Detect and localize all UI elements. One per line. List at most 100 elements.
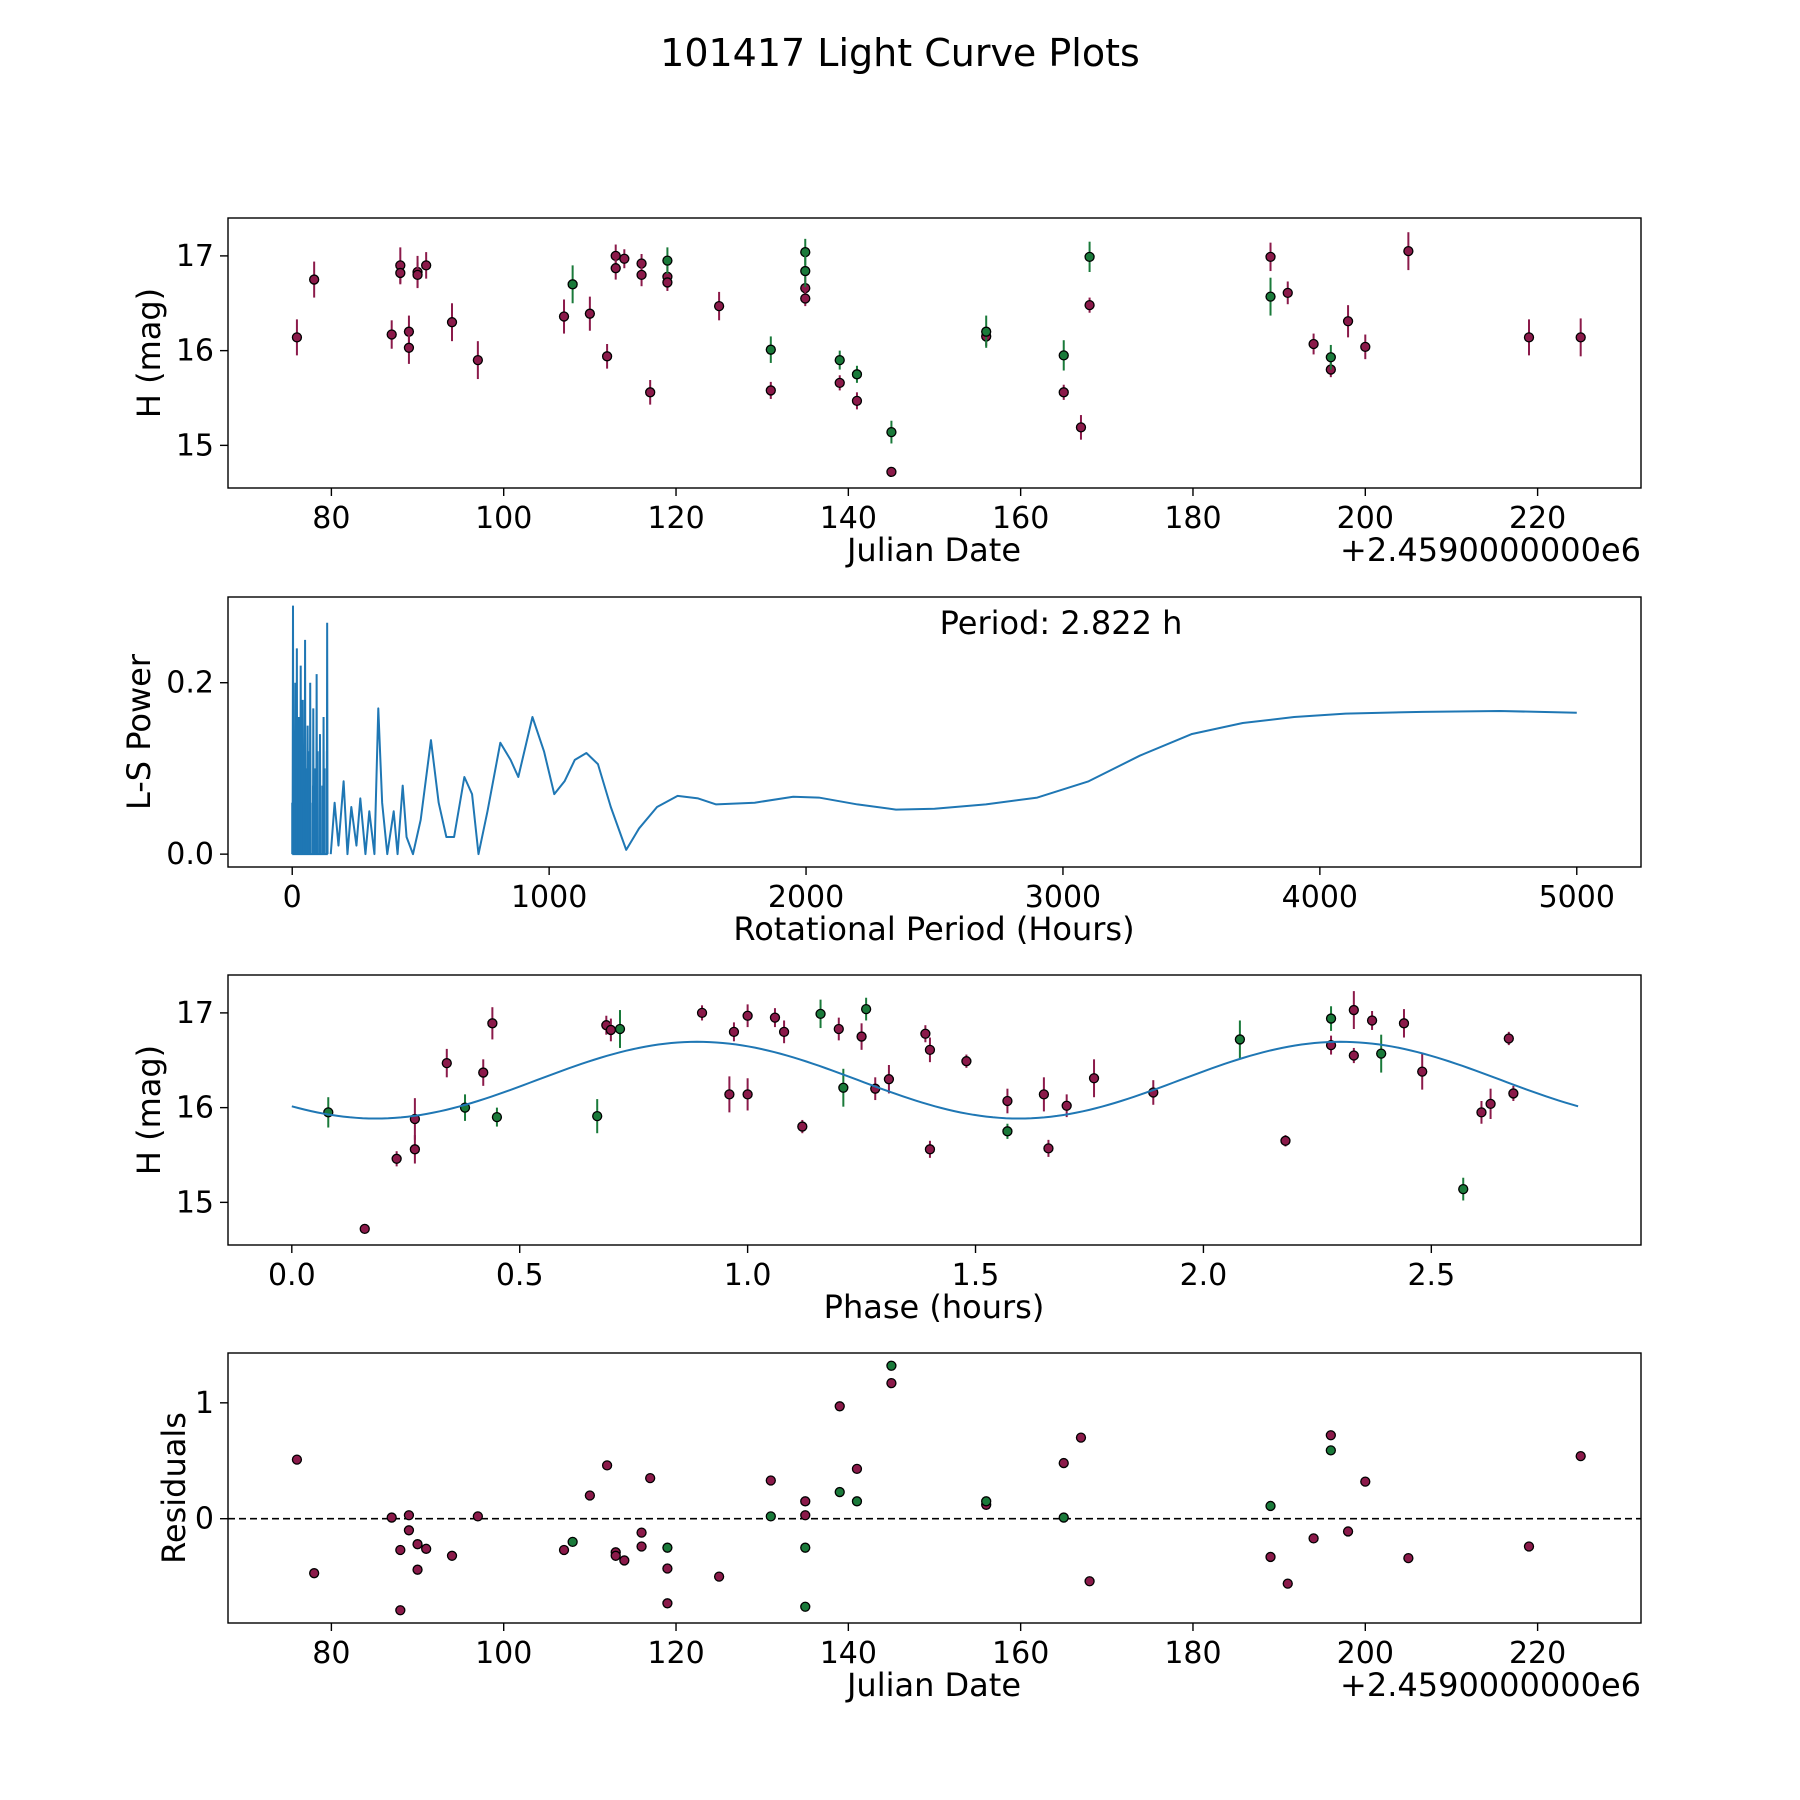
filter-a-point [924, 1144, 936, 1155]
filter-a-point [833, 1023, 844, 1035]
filter-a-point [961, 1056, 972, 1067]
filter-a-point [1058, 1457, 1069, 1469]
y-tick-label: 16 [176, 334, 214, 369]
filter-a-point [1342, 1526, 1354, 1537]
filter-a-point [558, 311, 570, 322]
filter-b-point [981, 1496, 992, 1507]
x-tick-label: 0.5 [496, 1258, 544, 1293]
x-tick-label: 100 [475, 501, 532, 536]
filter-a-point [1308, 338, 1319, 350]
filter-a-point [742, 1089, 753, 1100]
filter-a-point [619, 1555, 630, 1566]
filter-a-point [924, 1044, 936, 1055]
filter-a-point [601, 1460, 613, 1471]
filter-b-point [800, 1601, 811, 1612]
filter-b-point [886, 426, 897, 438]
x-tick-label: 4000 [1282, 880, 1358, 915]
filter-a-point [1575, 1450, 1586, 1462]
y-tick-label: 0.0 [166, 837, 214, 872]
filter-a-point [742, 1010, 753, 1021]
lightcurve-offset-label: +2.4590000000e6 [1340, 531, 1641, 569]
phased-ticks: 0.0 0.5 1.0 1.5 2.0 2.5 15 16 17 [176, 996, 1455, 1293]
filter-a-point [386, 329, 397, 340]
filter-a-point [412, 1539, 423, 1550]
filter-a-point [800, 1496, 811, 1507]
filter-b-point [800, 265, 811, 277]
filter-a-point [1523, 1541, 1535, 1552]
filter-b-point [662, 255, 673, 266]
phased-panel: 0.0 0.5 1.0 1.5 2.0 2.5 15 16 17 Phase (hours) H… [130, 974, 1642, 1326]
filter-a-point [610, 1550, 621, 1561]
y-tick-label: 17 [176, 239, 214, 274]
filter-a-point [395, 1544, 406, 1556]
x-tick-label: 160 [992, 1636, 1049, 1671]
filter-a-point [386, 1512, 397, 1523]
filter-a-point [291, 332, 303, 343]
filter-a-point [1403, 246, 1414, 257]
x-tick-label: 1.5 [952, 1258, 1000, 1293]
x-tick-label: 2.5 [1407, 1258, 1455, 1293]
x-tick-label: 0 [283, 880, 302, 915]
x-tick-label: 120 [647, 1636, 704, 1671]
filter-b-point [1325, 352, 1336, 363]
filter-a-point [778, 1026, 790, 1037]
filter-b-point [567, 1536, 578, 1548]
filter-a-point [1058, 387, 1069, 398]
filter-b-point [614, 1023, 626, 1035]
filter-b-point [1325, 1445, 1336, 1456]
filter-a-point [412, 269, 423, 280]
residuals-offset-label: +2.4590000000e6 [1340, 1666, 1641, 1704]
residuals-ticks: 80 100 120 140 160 180 200 220 0 1 [195, 1386, 1566, 1671]
filter-a-point [1403, 1552, 1414, 1564]
filter-b-point [1002, 1126, 1013, 1137]
filter-a-point [1398, 1018, 1410, 1029]
filter-a-point [883, 1074, 895, 1085]
filter-a-point [636, 269, 647, 280]
filter-a-point [441, 1057, 452, 1069]
filter-b-point [765, 1511, 776, 1522]
filter-b-point [1234, 1034, 1246, 1045]
x-tick-label: 80 [312, 1636, 350, 1671]
filter-a-point [765, 1475, 776, 1486]
filter-a-point [1265, 1551, 1276, 1563]
filter-a-point [421, 260, 432, 271]
model-fit-curve [291, 1040, 1579, 1120]
phased-ylabel: H (mag) [130, 1045, 168, 1175]
x-tick-label: 200 [1337, 1636, 1394, 1671]
filter-a-point [920, 1028, 931, 1039]
residuals-xlabel: Julian Date [845, 1666, 1021, 1704]
x-tick-label: 2.0 [1180, 1258, 1228, 1293]
residuals-plot-area [228, 1360, 1641, 1616]
filter-a-point [713, 300, 725, 312]
filter-a-point [421, 1543, 432, 1554]
filter-a-point [412, 1564, 423, 1575]
filter-a-point [1417, 1066, 1428, 1077]
x-tick-label: 100 [475, 1636, 532, 1671]
periodogram-panel: 0 1000 2000 3000 4000 5000 0.0 0.2 Period: 2.82… [120, 596, 1642, 948]
filter-b-point [886, 1360, 897, 1371]
lightcurve-ticks: 80 100 120 140 160 180 200 220 15 16 17 [176, 239, 1566, 536]
x-tick-label: 0.0 [268, 1258, 316, 1293]
power-spike-cluster [291, 605, 329, 856]
filter-a-point [309, 1568, 320, 1579]
phased-xlabel: Phase (hours) [824, 1288, 1045, 1326]
filter-b-point [491, 1111, 503, 1123]
filter-a-point [851, 395, 863, 406]
filter-a-point [601, 351, 613, 362]
filter-b-point [834, 354, 845, 366]
filter-b-point [838, 1082, 849, 1093]
filter-b-point [1376, 1048, 1387, 1059]
filter-a-point [1282, 287, 1293, 298]
filter-a-point [291, 1454, 303, 1465]
power-series-line [329, 707, 1577, 856]
filter-a-point [696, 1007, 708, 1019]
filter-a-point [1088, 1073, 1100, 1084]
filter-a-point [856, 1031, 867, 1042]
filter-b-point [662, 1542, 673, 1553]
filter-a-point [309, 274, 320, 285]
filter-a-point [1084, 300, 1095, 311]
periodogram-xlabel: Rotational Period (Hours) [733, 910, 1134, 948]
filter-b-point [1058, 350, 1069, 361]
filter-b-point [567, 279, 578, 290]
